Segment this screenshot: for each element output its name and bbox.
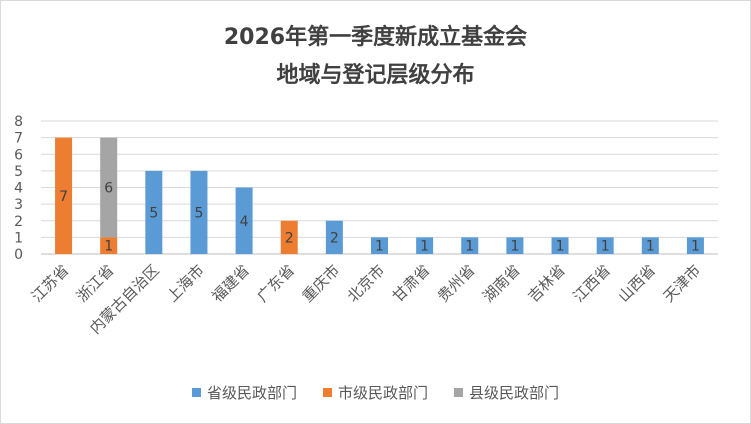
category-label: 江苏省	[28, 261, 73, 306]
legend-swatch	[454, 388, 463, 397]
bar-segment	[641, 237, 659, 254]
data-label: 1	[375, 239, 384, 255]
legend-item: 省级民政部门	[191, 382, 297, 403]
data-label: 2	[330, 230, 339, 246]
data-label: 2	[285, 230, 294, 246]
category-label: 北京市	[344, 261, 389, 306]
chart-title-line-1: 2026年第一季度新成立基金会	[223, 25, 528, 50]
bar-segment	[371, 237, 388, 254]
bar-segment	[280, 220, 298, 254]
category-label: 甘肃省	[389, 261, 434, 306]
legend-label: 省级民政部门	[206, 384, 297, 402]
category-label: 湖南省	[479, 261, 524, 306]
bar-segment	[596, 237, 614, 254]
data-label: 1	[104, 239, 113, 255]
y-tick-label: 6	[14, 147, 23, 163]
category-label: 天津市	[660, 261, 705, 306]
y-tick-label: 2	[14, 214, 23, 230]
chart-legend: 省级民政部门 市级民政部门 县级民政部门	[1, 382, 750, 403]
category-label: 福建省	[208, 261, 253, 306]
bar-segment	[461, 237, 479, 254]
bar-segment	[190, 170, 208, 254]
bar-segment	[551, 237, 569, 254]
bar-segment	[325, 220, 343, 254]
legend-swatch	[191, 388, 201, 397]
legend-item: 市级民政部门	[322, 382, 428, 403]
data-label: 4	[240, 214, 249, 230]
data-label: 5	[149, 205, 158, 221]
bar-segment	[145, 170, 163, 254]
y-tick-label: 1	[14, 230, 23, 246]
y-tick-label: 3	[14, 197, 23, 213]
data-label: 5	[195, 205, 204, 221]
bar-segment	[100, 237, 118, 254]
y-tick-label: 7	[14, 131, 23, 147]
y-tick-label: 5	[14, 164, 23, 180]
category-label: 吉林省	[524, 261, 569, 306]
data-label: 1	[420, 239, 429, 255]
legend-swatch	[322, 388, 332, 397]
category-label: 江西省	[569, 261, 614, 306]
bar-segment	[686, 237, 704, 254]
data-label: 1	[556, 239, 565, 255]
chart-title-line-2: 地域与登记层级分布	[276, 63, 475, 88]
category-label: 重庆市	[299, 261, 344, 306]
bar-segment	[55, 137, 73, 254]
legend-item: 县级民政部门	[454, 382, 559, 403]
data-label: 1	[646, 239, 655, 255]
data-label: 7	[59, 189, 68, 205]
legend-label: 县级民政部门	[469, 384, 560, 402]
bar-segment	[235, 187, 253, 254]
category-label: 山西省	[615, 261, 660, 306]
data-label: 1	[601, 239, 610, 255]
data-label: 6	[104, 181, 113, 197]
y-tick-label: 0	[14, 247, 23, 263]
category-label: 贵州省	[434, 261, 479, 306]
bar-segment	[416, 237, 434, 254]
data-label: 1	[691, 239, 700, 255]
y-tick-label: 4	[14, 181, 23, 197]
data-label: 1	[465, 239, 474, 255]
y-tick-label: 8	[14, 114, 23, 130]
bar-segment	[100, 137, 118, 238]
bar-segment	[506, 237, 524, 254]
legend-label: 市级民政部门	[337, 384, 428, 402]
category-label: 广东省	[254, 261, 299, 306]
data-label: 1	[510, 239, 519, 255]
category-label: 上海市	[163, 261, 208, 306]
